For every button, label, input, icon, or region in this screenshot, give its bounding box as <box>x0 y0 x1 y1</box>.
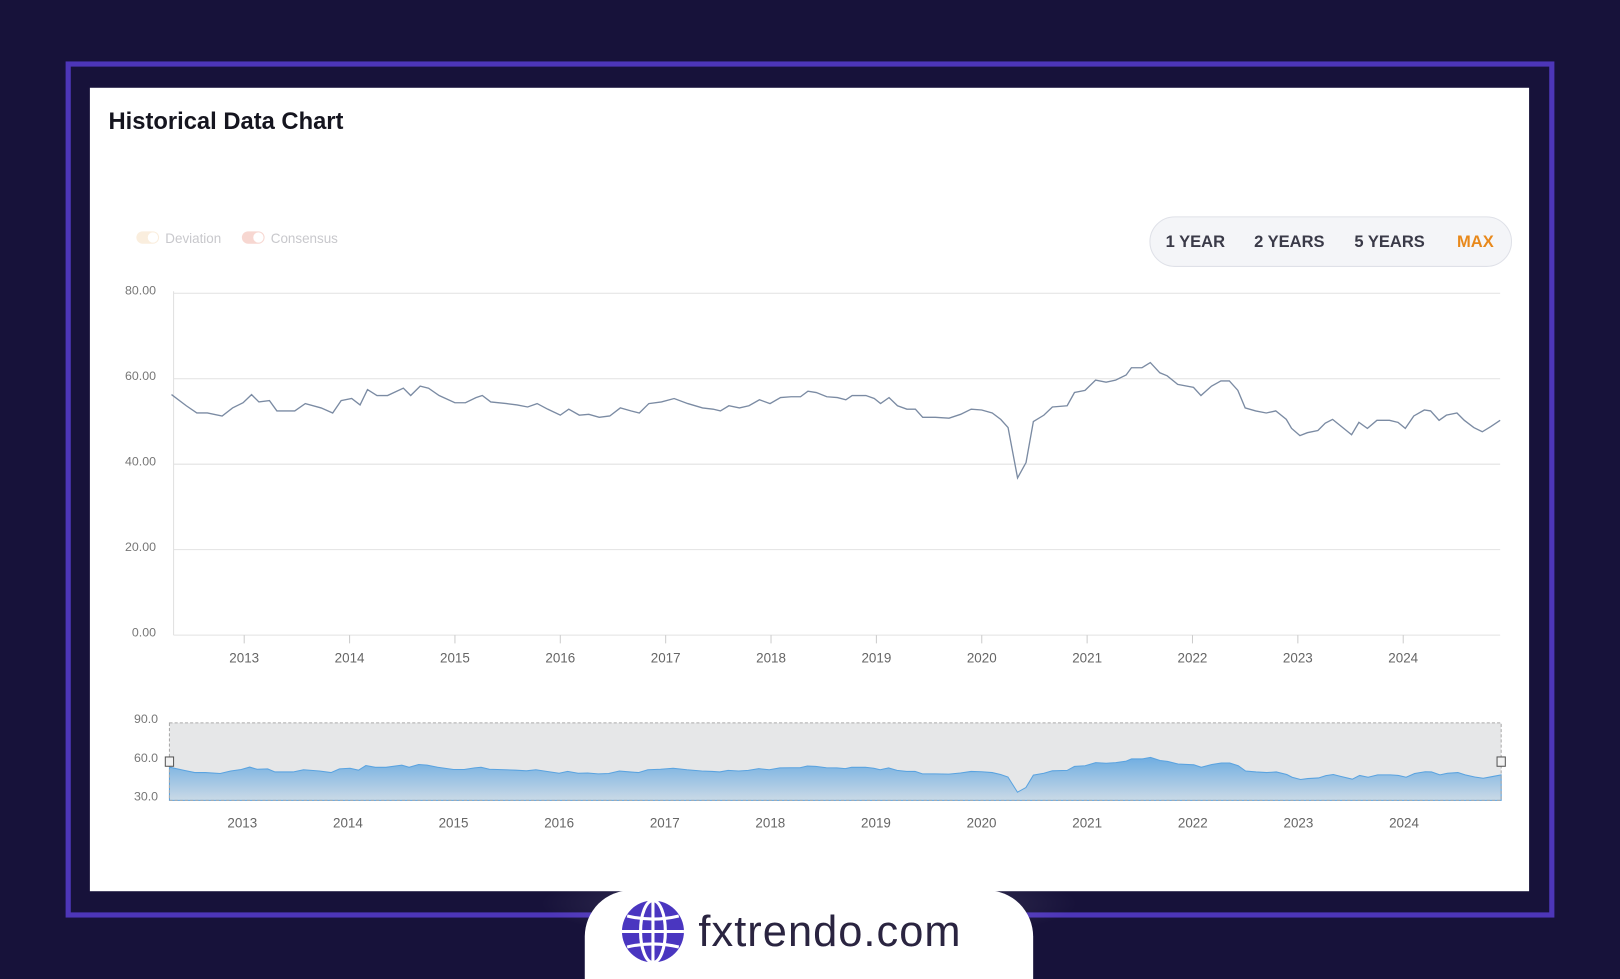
nav-x-tick-label: 2014 <box>333 816 363 831</box>
range-button[interactable]: 5 YEARS <box>1354 232 1424 251</box>
y-tick-label: 60.00 <box>125 369 156 383</box>
nav-x-tick-label: 2019 <box>861 816 891 831</box>
x-tick-label: 2023 <box>1283 650 1313 665</box>
plot-area: 1 YEAR 2 YEARS 5 YEARS MAX Deviation Consensu… <box>125 231 1506 831</box>
nav-y-tick-label: 90.0 <box>134 712 158 726</box>
x-tick-label: 2022 <box>1178 650 1208 665</box>
x-tick-label: 2015 <box>440 650 470 665</box>
x-tick-label: 2024 <box>1388 650 1418 665</box>
legend-knob <box>253 232 264 243</box>
y-tick-label: 0.00 <box>132 625 156 639</box>
x-tick-label: 2021 <box>1072 650 1102 665</box>
brand-text: fxtrendo.com <box>698 908 961 956</box>
nav-handle[interactable] <box>1496 756 1506 767</box>
y-tick-label: 40.00 <box>125 454 156 468</box>
legend-label[interactable]: Deviation <box>165 231 221 246</box>
globe-icon <box>621 898 684 965</box>
nav-y-tick-label: 30.0 <box>134 790 158 804</box>
brand-tab <box>584 890 1034 979</box>
range-selector <box>1149 216 1513 267</box>
nav-area <box>168 756 1502 801</box>
nav-y-tick-label: 60.0 <box>134 751 158 765</box>
legend-knob <box>147 232 159 243</box>
nav-x-tick-label: 2018 <box>755 816 785 831</box>
nav-x-tick-label: 2024 <box>1389 816 1419 831</box>
nav-x-tick-label: 2016 <box>544 816 574 831</box>
nav-x-tick-label: 2017 <box>650 816 680 831</box>
nav-x-tick-label: 2023 <box>1283 816 1313 831</box>
legend-label[interactable]: Consensus <box>271 231 338 246</box>
x-tick-label: 2019 <box>861 650 891 665</box>
range-button[interactable]: 1 YEAR <box>1166 232 1225 251</box>
x-tick-label: 2013 <box>229 650 259 665</box>
nav-x-tick-label: 2020 <box>967 816 997 831</box>
y-tick-label: 20.00 <box>125 540 156 554</box>
nav-x-tick-label: 2015 <box>439 816 469 831</box>
nav-handle[interactable] <box>164 756 175 767</box>
nav-x-tick-label: 2021 <box>1072 816 1102 831</box>
x-tick-label: 2020 <box>967 650 997 665</box>
x-tick-label: 2018 <box>756 650 786 665</box>
x-tick-label: 2017 <box>651 650 681 665</box>
data-line <box>171 361 1501 480</box>
x-tick-label: 2014 <box>335 650 365 665</box>
range-button[interactable]: MAX <box>1457 232 1494 251</box>
x-tick-label: 2016 <box>545 650 575 665</box>
nav-x-tick-label: 2013 <box>227 816 257 831</box>
chart-title: Historical Data Chart <box>108 108 343 135</box>
nav-x-tick-label: 2022 <box>1178 816 1208 831</box>
y-tick-label: 80.00 <box>125 283 156 297</box>
range-button[interactable]: 2 YEARS <box>1254 232 1324 251</box>
